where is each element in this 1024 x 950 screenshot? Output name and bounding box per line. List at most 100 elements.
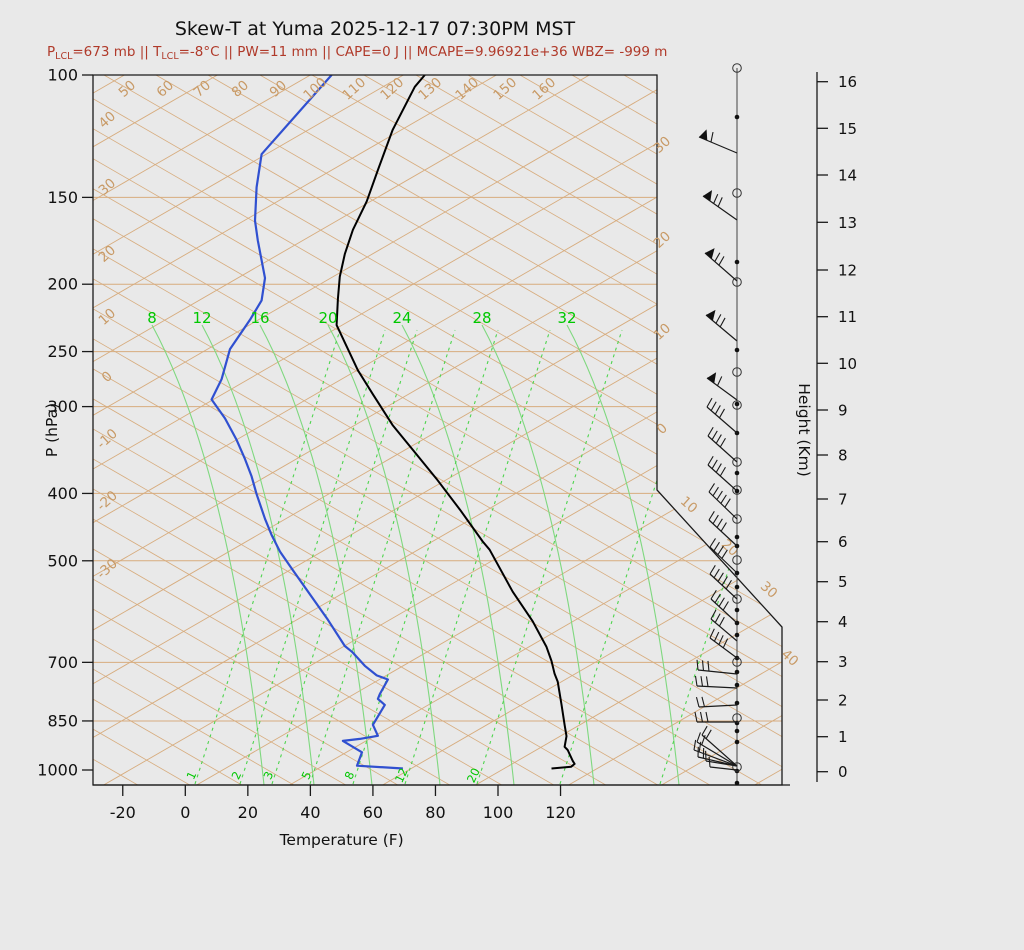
mixing-ratio-label: 8 (341, 769, 357, 782)
wind-barb (709, 628, 738, 659)
wind-barb (709, 565, 738, 600)
sounding-level-circle (732, 63, 742, 73)
mixing-ratio-line (404, 329, 551, 785)
moist-adiabat-label: 8 (147, 309, 157, 327)
wind-barb (694, 675, 738, 689)
pressure-tick-label: 200 (47, 275, 78, 294)
pressure-tick-label: 850 (47, 711, 78, 730)
wind-barb (694, 711, 737, 723)
wind-barb (708, 756, 738, 771)
dry-adiabat-line (93, 75, 407, 785)
mixing-ratio-label: 3 (260, 769, 276, 782)
mixing-ratio-label: 12 (392, 766, 411, 785)
dry-adiabat-line (415, 75, 782, 785)
grid-label: 60 (154, 77, 177, 100)
temperature-tick-label: 80 (425, 803, 445, 822)
isotherm-line (559, 75, 782, 785)
height-tick-label: 9 (838, 402, 848, 420)
height-tick-label: 13 (838, 214, 857, 232)
isotherm-line (93, 75, 497, 785)
sounding-level-circle (732, 277, 742, 287)
grid-label: 140 (452, 74, 482, 103)
chart-stats-subtitle: PLCL=673 mb || TLCL=-8°C || PW=11 mm || … (47, 44, 807, 62)
moist-adiabat-label: 24 (392, 309, 411, 327)
height-tick-label: 0 (838, 763, 848, 781)
moist-adiabat-line (259, 324, 373, 785)
dry-adiabat-line (884, 75, 1024, 790)
sounding-level-circle (732, 555, 742, 565)
dry-adiabat-line (93, 75, 782, 785)
mixing-ratio-line (194, 329, 341, 785)
grid-label: 130 (415, 74, 445, 103)
mixing-ratio-line (309, 329, 456, 785)
mixing-ratio-line (271, 329, 418, 785)
height-tick-label: 4 (838, 613, 848, 631)
dry-adiabat-line (93, 75, 511, 785)
height-tick-label: 8 (838, 447, 848, 465)
dewpoint-curve (210, 75, 403, 770)
x-axis-title: Temperature (F) (279, 831, 404, 849)
pressure-tick-label: 150 (47, 188, 78, 207)
isotherm-line (280, 75, 782, 785)
height-tick-label: 2 (838, 692, 848, 710)
grid-label: 30 (96, 175, 119, 198)
sounding-level-circle (732, 400, 742, 410)
mixing-ratio-line (476, 329, 623, 785)
subtitle-text: =-8°C || PW=11 mm || CAPE=0 J || MCAPE=9… (178, 44, 668, 60)
sounding-curves (210, 75, 576, 770)
height-tick-label: 10 (838, 355, 857, 373)
pressure-tick-label: 1000 (37, 761, 78, 780)
wind-barb (706, 397, 738, 434)
wind-barb (708, 483, 738, 520)
moist-adiabat-line (201, 324, 315, 785)
sounding-level-dot (734, 534, 740, 540)
sounding-level-dot (734, 739, 740, 745)
mixing-ratio-label: 1 (183, 769, 199, 782)
grid-label: -30 (94, 556, 121, 583)
sounding-level-circle (732, 514, 742, 524)
wind-barb (707, 426, 738, 463)
height-tick-label: 14 (838, 167, 857, 185)
mixing-ratio-line (559, 329, 706, 785)
dry-adiabat-line (93, 75, 782, 785)
dry-adiabat-line (103, 75, 782, 785)
moist-adiabat-label: 20 (318, 309, 337, 327)
moist-adiabat-label: 16 (250, 309, 269, 327)
isotherm-line (93, 75, 782, 785)
isotherm-line (93, 75, 776, 785)
pressure-tick-label: 100 (47, 66, 78, 85)
wind-barb (705, 750, 738, 767)
sounding-level-dot (734, 114, 740, 120)
temperature-tick-label: 20 (238, 803, 258, 822)
dry-adiabat-line (259, 75, 782, 785)
height-tick-label: 16 (838, 73, 857, 91)
mixing-ratio-label: 2 (228, 769, 244, 782)
temperature-tick-label: 120 (545, 803, 576, 822)
sounding-level-dot (734, 669, 740, 675)
grid-label: 10 (651, 320, 674, 343)
height-tick-label: 7 (838, 491, 848, 509)
pressure-tick-label: 500 (47, 551, 78, 570)
moist-adiabat-label: 32 (557, 309, 576, 327)
dry-adiabat-line (207, 75, 782, 785)
dry-adiabat-line (93, 75, 459, 785)
height-axis-title: Height (Km) (795, 383, 813, 477)
sounding-level-dot (734, 682, 740, 688)
wind-barb (696, 732, 738, 767)
sounding-level-circle (732, 367, 742, 377)
wind-barb (709, 538, 738, 574)
plot-outline (92, 74, 783, 786)
pressure-tick-label: 400 (47, 484, 78, 503)
dry-adiabat-line (93, 75, 782, 785)
dry-adiabat-line (93, 75, 771, 785)
sounding-level-dot (734, 700, 740, 706)
wind-barb (695, 696, 738, 708)
moist-adiabat-line (566, 324, 680, 785)
sounding-level-circle (732, 457, 742, 467)
grid-label: 160 (529, 74, 559, 103)
dry-adiabat-line (93, 75, 355, 785)
skewt-grid (93, 75, 1024, 790)
pressure-tick-label: 700 (47, 653, 78, 672)
